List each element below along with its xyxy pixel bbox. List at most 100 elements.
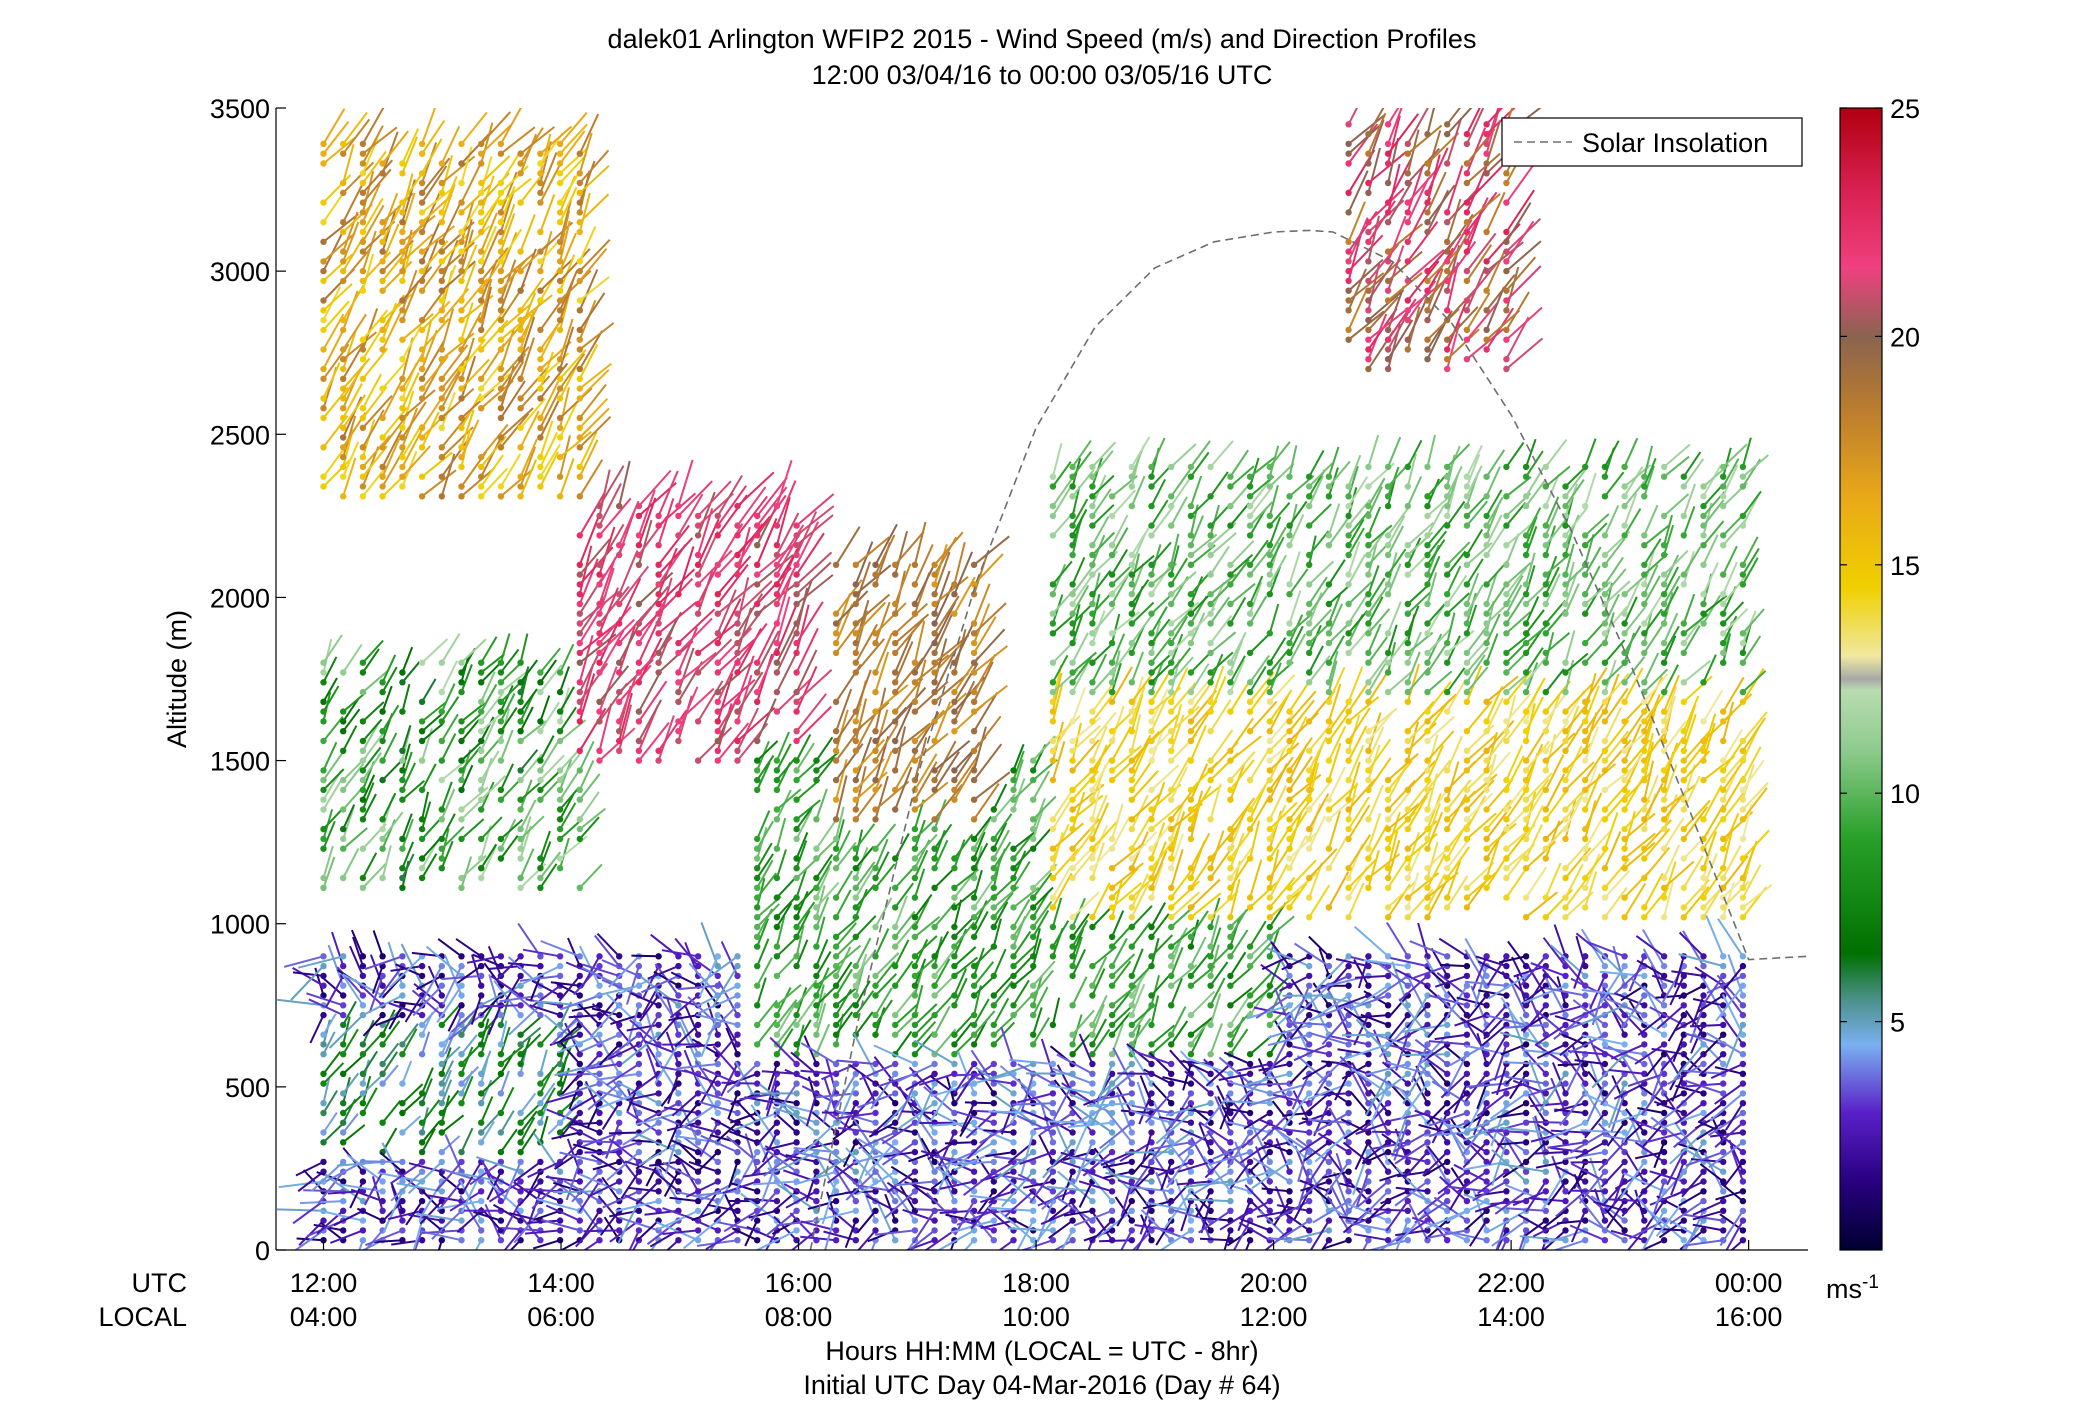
wind-barb-point bbox=[497, 688, 505, 696]
wind-barb-point bbox=[399, 228, 406, 236]
wind-barb-point bbox=[1148, 571, 1155, 578]
wind-barb-point bbox=[359, 845, 367, 852]
wind-barb-point bbox=[340, 1051, 347, 1058]
wind-barb-point bbox=[497, 1109, 505, 1117]
wind-barb-point bbox=[1148, 1090, 1155, 1097]
wind-barb-point bbox=[970, 933, 978, 940]
wind-barb-point bbox=[1049, 483, 1057, 490]
wind-barb-shaft bbox=[578, 492, 606, 536]
wind-barb-point bbox=[478, 747, 485, 754]
wind-barb-shaft bbox=[638, 721, 670, 762]
wind-barb-point bbox=[497, 1237, 505, 1244]
wind-barb-point bbox=[635, 512, 643, 520]
wind-barb-shaft bbox=[363, 1171, 384, 1206]
wind-barb-shaft bbox=[579, 816, 600, 840]
wind-barb-shaft bbox=[775, 916, 786, 947]
wind-barb-shaft bbox=[500, 1128, 518, 1153]
wind-barb-shaft bbox=[618, 621, 642, 664]
wind-barb-point bbox=[773, 688, 781, 696]
wind-barb-point bbox=[379, 953, 386, 960]
wind-barb-shaft bbox=[539, 735, 555, 762]
wind-barb-point bbox=[892, 1011, 899, 1019]
wind-barb-shaft bbox=[579, 362, 613, 390]
wind-barb-point bbox=[773, 522, 781, 529]
wind-barb-shaft bbox=[707, 1004, 739, 1036]
wind-barb-shaft bbox=[460, 388, 495, 419]
wind-barb-point bbox=[556, 248, 564, 255]
wind-barb-shaft bbox=[322, 820, 336, 850]
wind-barb-shaft bbox=[617, 1081, 660, 1105]
wind-barb-point bbox=[478, 1168, 485, 1175]
wind-barb-shaft bbox=[441, 221, 475, 253]
wind-barb-point bbox=[793, 796, 800, 803]
wind-barb-point bbox=[340, 1197, 347, 1205]
wind-barb-point bbox=[1168, 865, 1175, 872]
wind-barb-shaft bbox=[776, 620, 799, 664]
wind-barb-point bbox=[675, 1090, 682, 1097]
wind-barb-point bbox=[438, 688, 445, 696]
wind-barb-point bbox=[714, 1129, 721, 1136]
wind-barb-shaft bbox=[460, 702, 486, 723]
wind-barb-point bbox=[418, 316, 426, 324]
wind-barb-point bbox=[497, 1158, 505, 1166]
wind-barb-point bbox=[340, 718, 347, 725]
wind-barb-shaft bbox=[342, 1113, 359, 1134]
wind-barb-shaft bbox=[944, 1141, 975, 1145]
wind-barb-shaft bbox=[401, 313, 434, 341]
wind-barb-point bbox=[576, 718, 583, 725]
wind-barb-point bbox=[418, 1051, 426, 1058]
wind-barb-point bbox=[478, 248, 485, 255]
wind-barb-point bbox=[1108, 933, 1116, 940]
wind-barb-point bbox=[734, 1021, 741, 1029]
wind-barb-shaft bbox=[460, 1034, 478, 1055]
wind-barb-point bbox=[576, 199, 583, 206]
wind-barb-shaft bbox=[776, 876, 798, 899]
wind-barb-point bbox=[517, 884, 524, 891]
wind-barb-point bbox=[576, 610, 583, 617]
wind-barb-point bbox=[359, 444, 367, 451]
wind-barb-shaft bbox=[500, 1086, 515, 1114]
wind-barb-point bbox=[478, 1129, 485, 1136]
wind-barb-point bbox=[517, 248, 524, 255]
wind-barb-shaft bbox=[322, 190, 346, 223]
wind-barb-point bbox=[1168, 825, 1175, 833]
wind-barb-shaft bbox=[560, 1042, 581, 1065]
wind-barb-point bbox=[1148, 659, 1155, 666]
wind-barb-point bbox=[931, 816, 938, 823]
wind-barb-shaft bbox=[598, 618, 635, 654]
wind-barb-point bbox=[399, 444, 406, 451]
wind-barb-point bbox=[1168, 1158, 1175, 1166]
wind-barb-point bbox=[320, 718, 327, 725]
wind-barb-point bbox=[359, 493, 367, 500]
wind-barb-point bbox=[478, 962, 485, 970]
wind-barb-shaft bbox=[717, 555, 752, 595]
wind-barb-point bbox=[340, 179, 347, 187]
wind-barb-point bbox=[576, 1031, 583, 1038]
wind-barb-shaft bbox=[578, 132, 593, 174]
wind-barb-shaft bbox=[557, 1033, 600, 1054]
wind-barb-point bbox=[1069, 1051, 1076, 1058]
wind-barb-point bbox=[852, 874, 859, 882]
wind-barb-point bbox=[616, 698, 623, 705]
wind-barb-shaft bbox=[729, 1112, 758, 1124]
wind-barb-shaft bbox=[756, 820, 775, 850]
wind-barb-point bbox=[359, 1178, 367, 1185]
wind-barb-point bbox=[754, 776, 761, 784]
wind-barb-point bbox=[616, 1011, 623, 1019]
wind-barb-point bbox=[1128, 591, 1136, 598]
wind-barb-shaft bbox=[381, 654, 397, 683]
wind-barb-point bbox=[517, 307, 524, 314]
wind-barb-shaft bbox=[663, 1106, 699, 1114]
wind-barb-shaft bbox=[617, 1200, 640, 1244]
wind-barb-shaft bbox=[539, 432, 559, 468]
wind-barb-point bbox=[537, 1100, 544, 1107]
wind-barb-shaft bbox=[558, 975, 581, 1002]
wind-barb-shaft bbox=[440, 125, 461, 164]
wind-barb-point bbox=[773, 600, 781, 608]
wind-barb-shaft bbox=[460, 393, 482, 429]
wind-barb-shaft bbox=[697, 1151, 719, 1172]
wind-barb-point bbox=[596, 512, 603, 520]
wind-barb-point bbox=[911, 1139, 919, 1146]
wind-barb-shaft bbox=[460, 419, 480, 458]
wind-barb-shaft bbox=[519, 397, 546, 429]
